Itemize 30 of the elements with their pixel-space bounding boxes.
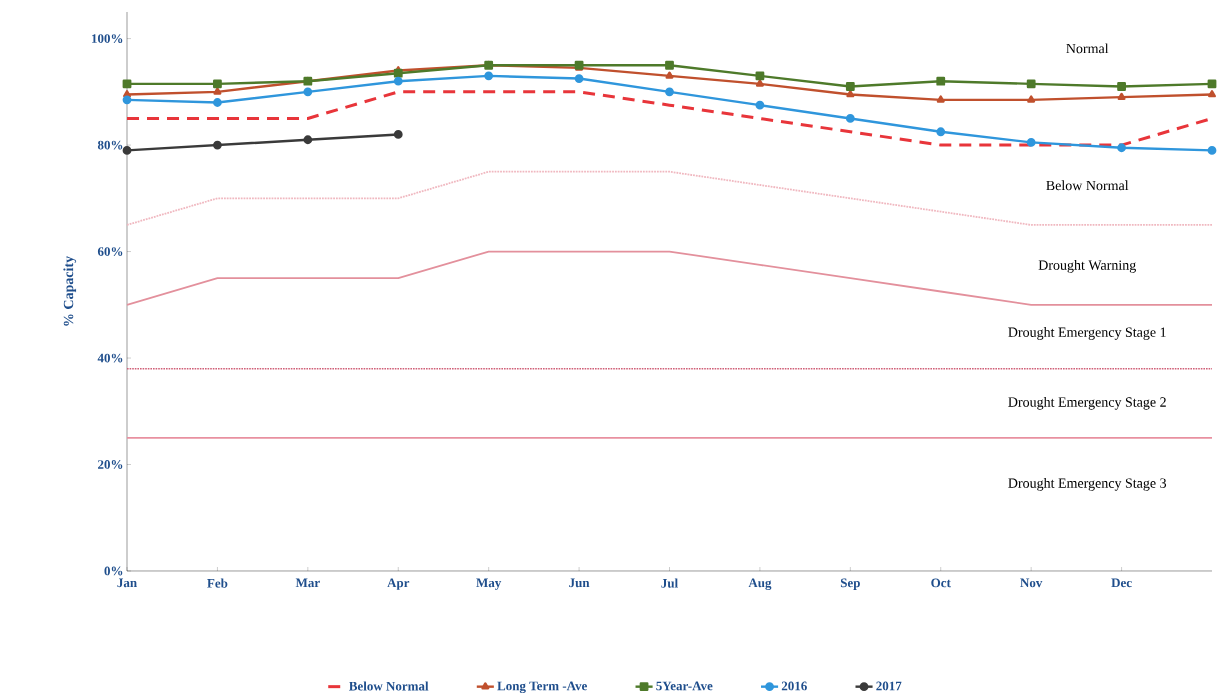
y-tick-label: 20% bbox=[98, 460, 123, 469]
annotation: Drought Emergency Stage 1 bbox=[1008, 327, 1166, 340]
legend-label: 5Year-Ave bbox=[656, 681, 713, 691]
x-tick-label: Aug bbox=[748, 578, 772, 590]
y-tick-label: 80% bbox=[97, 140, 123, 150]
legend-label: 2017 bbox=[876, 681, 902, 691]
annotation: Drought Emergency Stage 3 bbox=[1008, 477, 1167, 491]
y-tick-label: 60% bbox=[97, 247, 123, 256]
y-tick-label: 40% bbox=[97, 353, 123, 363]
x-tick-label: Sep bbox=[840, 578, 860, 590]
x-tick-label: May bbox=[476, 578, 502, 590]
x-tick-label: Oct bbox=[931, 578, 951, 588]
y-axis-title: % Capacity bbox=[63, 256, 77, 326]
x-tick-label: Jun bbox=[569, 578, 590, 588]
x-tick-label: Apr bbox=[387, 578, 410, 590]
annotation: Drought Warning bbox=[1038, 259, 1136, 273]
x-tick-label: Feb bbox=[207, 578, 228, 588]
annotation: Normal bbox=[1066, 43, 1109, 54]
x-tick-label: Jan bbox=[117, 578, 137, 588]
legend-label: Long Term -Ave bbox=[497, 681, 587, 694]
x-tick-label: Nov bbox=[1020, 578, 1043, 588]
annotation: Drought Emergency Stage 2 bbox=[1008, 396, 1166, 410]
y-tick-label: 0% bbox=[104, 566, 123, 576]
y-tick-label: 100% bbox=[92, 34, 123, 44]
x-tick-label: Jul bbox=[661, 578, 678, 588]
annotation: Below Normal bbox=[1046, 180, 1129, 191]
legend-label: 2016 bbox=[781, 681, 807, 691]
x-tick-label: Mar bbox=[295, 578, 320, 588]
x-tick-label: Dec bbox=[1111, 578, 1132, 588]
legend-label: Below Normal bbox=[349, 681, 429, 691]
